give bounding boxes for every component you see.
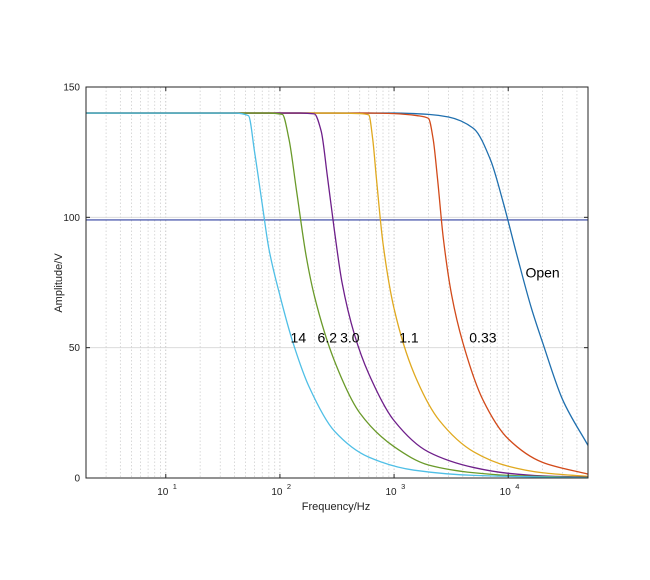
x-tick-label-base: 10 bbox=[500, 487, 512, 498]
x-tick-label-exponent: 3 bbox=[401, 482, 405, 491]
x-tick-label: 10 2 bbox=[271, 482, 291, 498]
y-axis-title: Amplitude/V bbox=[53, 253, 65, 313]
series-label-0-33: 0.33 bbox=[469, 329, 496, 345]
x-axis-title: Frequency/Hz bbox=[302, 501, 370, 513]
x-tick-label-base: 10 bbox=[271, 487, 283, 498]
x-tick-label: 10 1 bbox=[157, 482, 177, 498]
series-line-6-2 bbox=[86, 112, 589, 479]
x-tick-label-exponent: 2 bbox=[287, 482, 291, 491]
y-tick-label: 0 bbox=[74, 474, 80, 485]
series-label-open: Open bbox=[525, 264, 559, 280]
x-tick-label-base: 10 bbox=[386, 487, 398, 498]
series-label-6-2: 6.2 bbox=[318, 329, 338, 345]
plot-frame bbox=[85, 86, 589, 479]
series-line-0-33 bbox=[86, 112, 589, 475]
y-tick-label: 100 bbox=[63, 213, 80, 224]
series-line-open bbox=[86, 112, 589, 446]
series-layer bbox=[86, 112, 589, 479]
y-tick-label: 150 bbox=[63, 83, 80, 94]
x-tick-label-exponent: 4 bbox=[515, 482, 519, 491]
series-label-1-1: 1.1 bbox=[399, 329, 419, 345]
series-label-3-0: 3.0 bbox=[340, 329, 360, 345]
series-label-14: 14 bbox=[291, 329, 307, 345]
grid-layer bbox=[85, 86, 589, 479]
x-tick-label-exponent: 1 bbox=[173, 482, 177, 491]
series-line-3-0 bbox=[86, 112, 589, 478]
series-line-14 bbox=[86, 112, 589, 479]
x-tick-label: 104 bbox=[500, 482, 520, 498]
x-tick-label-base: 10 bbox=[157, 487, 169, 498]
y-tick-label: 50 bbox=[69, 343, 81, 354]
x-tick-label: 103 bbox=[386, 482, 406, 498]
label-layer: Open 0.33 1.1 3.06.2 14 bbox=[291, 264, 560, 345]
series-line-1-1 bbox=[86, 112, 589, 478]
